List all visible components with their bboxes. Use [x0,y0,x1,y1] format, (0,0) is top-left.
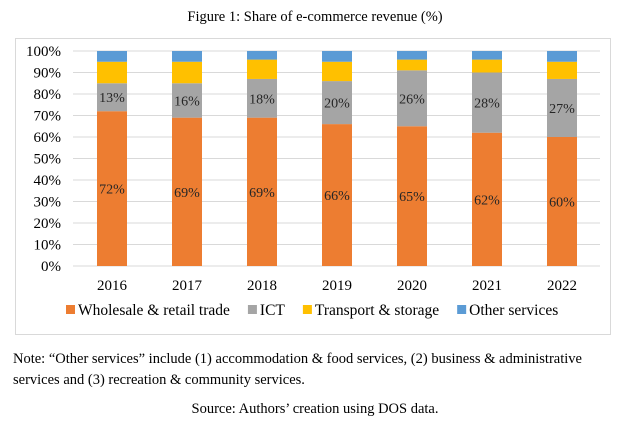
data-label: 28% [474,97,500,112]
bar-segment-wholesale-retail-trade [97,111,127,266]
bar-segment-ict [547,78,577,137]
data-label: 18% [249,92,275,107]
bar-segment-ict [472,72,502,133]
bar-segment-ict [322,81,352,125]
bar-segment-ict [172,83,202,118]
bar-segment-other-services [97,51,127,62]
data-label: 69% [249,186,275,201]
bar-segment-wholesale-retail-trade [247,117,277,267]
data-label: 65% [399,190,425,205]
chart-frame [15,38,611,335]
legend: Wholesale & retail trade ICT Transport & s… [66,302,558,319]
bar-segment-other-services [397,51,427,60]
y-tick-label: 80% [34,87,62,103]
data-label: 72% [99,183,125,198]
x-tick-label: 2016 [97,278,128,294]
bar-segment-wholesale-retail-trade [547,137,577,266]
y-tick-label: 10% [34,238,62,254]
y-tick-label: 90% [34,66,62,82]
legend-label: ICT [260,302,286,319]
bar-segment-wholesale-retail-trade [322,124,352,266]
y-tick-label: 40% [34,173,62,189]
data-label: 66% [324,189,350,204]
legend-label: Other services [469,302,558,319]
figure-source: Source: Authors’ creation using DOS data… [191,401,439,417]
y-tick-label: 60% [34,130,62,146]
data-label: 13% [99,91,125,106]
y-tick-label: 0% [41,259,61,275]
x-tick-label: 2022 [547,278,577,294]
bar-segment-ict [397,70,427,127]
bar-segment-transport-storage [397,59,427,71]
y-tick-label: 20% [34,216,62,232]
x-tick-label: 2020 [397,278,427,294]
legend-swatch [302,305,312,314]
data-label: 26% [399,92,425,107]
x-tick-label: 2021 [472,278,502,294]
data-label: 62% [474,193,500,208]
bar-segment-other-services [472,51,502,60]
figure-title: Figure 1: Share of e-commerce revenue (%… [187,9,443,25]
data-label: 20% [324,97,350,112]
bar-segment-transport-storage [547,61,577,79]
bar-segment-ict [97,83,127,112]
data-label: 60% [549,196,575,211]
bar-segment-transport-storage [172,61,202,84]
bar-segment-transport-storage [247,59,277,79]
figure-note: Note: “Other services” include (1) accom… [13,351,582,388]
legend-swatch [457,305,467,314]
bar-segment-wholesale-retail-trade [397,126,427,266]
bar-segment-other-services [547,51,577,62]
y-tick-label: 100% [26,44,61,60]
legend-label: Transport & storage [315,302,439,319]
legend-label: Wholesale & retail trade [78,302,230,319]
data-label: 27% [549,102,575,117]
y-tick-label: 30% [34,195,62,211]
bar-segment-ict [247,78,277,118]
y-tick-label: 70% [34,109,62,125]
bar-segment-wholesale-retail-trade [472,132,502,266]
data-label: 16% [174,94,200,109]
bars [97,51,577,267]
data-labels: 72% 13% 69% 16% 69% 18% 66% 20% 65% 26% 62% 28% 60% 2… [99,91,575,210]
bar-segment-other-services [247,51,277,60]
x-tick-label: 2018 [247,278,277,294]
x-axis-ticks: 2016 2017 2018 2019 2020 2021 2022 [97,278,577,294]
bar-segment-transport-storage [472,59,502,73]
bar-segment-transport-storage [97,61,127,84]
bar-segment-other-services [172,51,202,62]
legend-swatch [66,305,75,314]
y-tick-label: 50% [34,152,62,168]
data-label: 69% [174,186,200,201]
x-tick-label: 2019 [322,278,352,294]
bar-segment-transport-storage [322,61,352,82]
x-tick-label: 2017 [172,278,203,294]
bar-segment-other-services [322,51,352,62]
y-axis-ticks: 0% 10% 20% 30% 40% 50% 60% 70% 80% 90% 100% [26,44,61,275]
bar-segment-wholesale-retail-trade [172,117,202,267]
legend-swatch [247,305,257,314]
